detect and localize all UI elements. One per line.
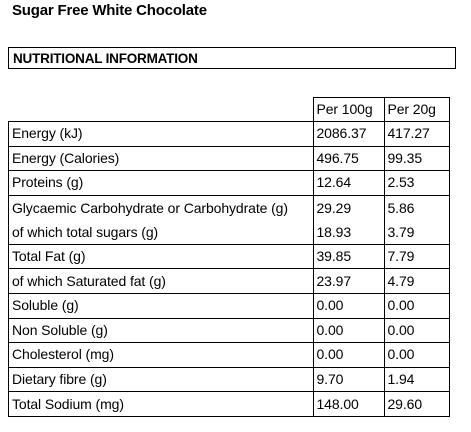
table-row: Dietary fibre (g) 9.70 1.94 — [8, 366, 450, 393]
row-label: Total Sodium (mg) — [8, 391, 314, 417]
row-per20: 29.60 — [383, 391, 450, 417]
row-per20: 0.00 — [383, 342, 450, 368]
total-sugars-label: of which total sugars (g) — [12, 223, 159, 240]
row-label: Proteins (g) — [8, 170, 314, 196]
carbohydrate-per20: 5.86 — [387, 199, 415, 216]
row-per20: 99.35 — [383, 145, 450, 172]
row-per20: 2.53 — [383, 170, 450, 196]
carbohydrate-per100: 29.29 — [316, 199, 352, 216]
row-per100: 39.85 — [312, 243, 385, 270]
row-per20: 5.86 3.79 — [383, 194, 450, 245]
header-empty-cell — [8, 97, 314, 122]
row-per20: 7.79 — [383, 243, 450, 270]
row-per100: 12.64 — [312, 170, 385, 196]
table-header-row: Per 100g Per 20g — [8, 97, 450, 122]
row-per100: 9.70 — [312, 366, 385, 393]
page-title: Sugar Free White Chocolate — [12, 2, 207, 19]
row-per20: 4.79 — [383, 268, 450, 294]
table-row: Total Fat (g) 39.85 7.79 — [8, 243, 450, 270]
row-label: Cholesterol (mg) — [8, 342, 314, 368]
row-label: Glycaemic Carbohydrate or Carbohydrate (… — [8, 194, 314, 245]
row-label: Energy (Calories) — [8, 145, 314, 172]
row-per100: 148.00 — [312, 391, 385, 417]
table-row: Total Sodium (mg) 148.00 29.60 — [8, 391, 450, 417]
table-row: Energy (Calories) 496.75 99.35 — [8, 145, 450, 172]
row-label: Energy (kJ) — [8, 121, 314, 147]
total-sugars-per20: 3.79 — [387, 223, 415, 240]
row-label: Total Fat (g) — [8, 243, 314, 270]
table-row: Glycaemic Carbohydrate or Carbohydrate (… — [8, 194, 450, 245]
row-per20: 417.27 — [383, 121, 450, 147]
row-label: Soluble (g) — [8, 292, 314, 319]
row-per20: 0.00 — [383, 317, 450, 344]
section-heading-box: NUTRITIONAL INFORMATION — [8, 47, 456, 69]
header-per-20g: Per 20g — [383, 97, 450, 122]
row-per20: 1.94 — [383, 366, 450, 393]
row-per20: 0.00 — [383, 292, 450, 319]
row-per100: 0.00 — [312, 317, 385, 344]
row-label: of which Saturated fat (g) — [8, 268, 314, 294]
row-per100: 0.00 — [312, 342, 385, 368]
row-per100: 23.97 — [312, 268, 385, 294]
table-row: Cholesterol (mg) 0.00 0.00 — [8, 342, 450, 368]
row-label: Non Soluble (g) — [8, 317, 314, 344]
table-row: of which Saturated fat (g) 23.97 4.79 — [8, 268, 450, 294]
header-per-100g: Per 100g — [312, 97, 385, 122]
section-heading: NUTRITIONAL INFORMATION — [13, 51, 198, 66]
row-per100: 496.75 — [312, 145, 385, 172]
table-row: Energy (kJ) 2086.37 417.27 — [8, 121, 450, 147]
total-sugars-per100: 18.93 — [316, 223, 352, 240]
table-row: Soluble (g) 0.00 0.00 — [8, 292, 450, 319]
row-per100: 0.00 — [312, 292, 385, 319]
carbohydrate-label: Glycaemic Carbohydrate or Carbohydrate (… — [12, 199, 288, 216]
row-label: Dietary fibre (g) — [8, 366, 314, 393]
row-per100: 29.29 18.93 — [312, 194, 385, 245]
table-row: Proteins (g) 12.64 2.53 — [8, 170, 450, 196]
nutrition-table: Per 100g Per 20g Energy (kJ) 2086.37 417… — [8, 97, 450, 417]
table-row: Non Soluble (g) 0.00 0.00 — [8, 317, 450, 344]
row-per100: 2086.37 — [312, 121, 385, 147]
